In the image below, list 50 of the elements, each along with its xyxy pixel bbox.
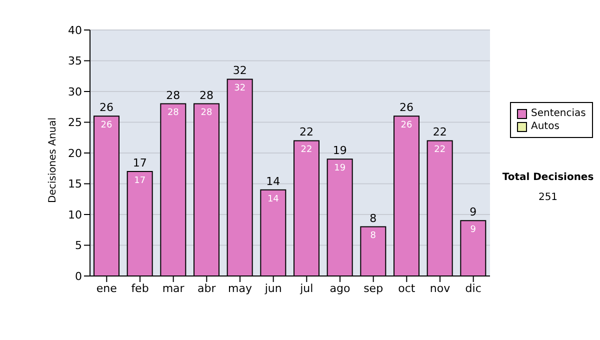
- data-label: 14: [267, 194, 280, 204]
- total-label: 9: [470, 206, 477, 219]
- legend-label: Sentencias: [531, 107, 586, 120]
- total-label: 32: [232, 64, 247, 78]
- x-tick-label: may: [228, 282, 252, 295]
- data-label: 22: [300, 145, 312, 156]
- data-label: 26: [400, 120, 412, 130]
- x-tick-label: jun: [264, 282, 282, 295]
- x-tick-label: abr: [198, 282, 216, 295]
- total-label: 17: [132, 156, 147, 170]
- y-tick-label: 40: [68, 24, 82, 37]
- data-label: 28: [167, 108, 180, 118]
- data-label: 19: [334, 164, 346, 174]
- x-tick-label: ago: [330, 282, 350, 295]
- total-label: 14: [266, 174, 280, 188]
- y-tick-label: 0: [75, 270, 82, 283]
- data-label: 8: [370, 231, 376, 242]
- x-tick-label: sep: [364, 282, 384, 295]
- total-label: 22: [300, 126, 314, 139]
- y-tick-label: 15: [68, 178, 82, 191]
- data-label: 17: [134, 176, 146, 186]
- x-tick-label: oct: [398, 282, 416, 295]
- total-label: 28: [166, 88, 180, 102]
- y-tick-label: 35: [68, 54, 82, 68]
- x-tick-label: jul: [299, 282, 314, 295]
- y-tick-label: 25: [68, 116, 82, 130]
- total-label: 19: [332, 144, 347, 158]
- data-label: 9: [470, 225, 476, 236]
- y-tick-label: 20: [68, 146, 82, 160]
- x-tick-label: feb: [131, 282, 149, 295]
- total-label: 26: [400, 101, 414, 114]
- text: 251: [537, 192, 559, 203]
- total-label: 26: [100, 101, 114, 114]
- y-axis-title: Decisiones Anual: [48, 117, 59, 203]
- text: Total Decisiones: [501, 172, 595, 183]
- x-tick-label: dic: [465, 282, 482, 295]
- x-tick-label: nov: [430, 282, 451, 295]
- y-tick-label: 5: [75, 239, 82, 252]
- data-label: 28: [200, 108, 212, 118]
- y-tick-label: 10: [68, 208, 82, 222]
- total-label: 8: [370, 212, 377, 225]
- x-tick-label: mar: [162, 282, 185, 295]
- y-tick-label: 30: [68, 85, 82, 98]
- data-label: 22: [434, 145, 446, 156]
- total-label: 22: [432, 126, 447, 139]
- data-label: 26: [100, 120, 112, 130]
- data-label: 32: [234, 84, 246, 94]
- legend-label: Autos: [531, 120, 560, 133]
- x-tick-label: ene: [96, 282, 118, 295]
- total-label: 28: [200, 88, 214, 102]
